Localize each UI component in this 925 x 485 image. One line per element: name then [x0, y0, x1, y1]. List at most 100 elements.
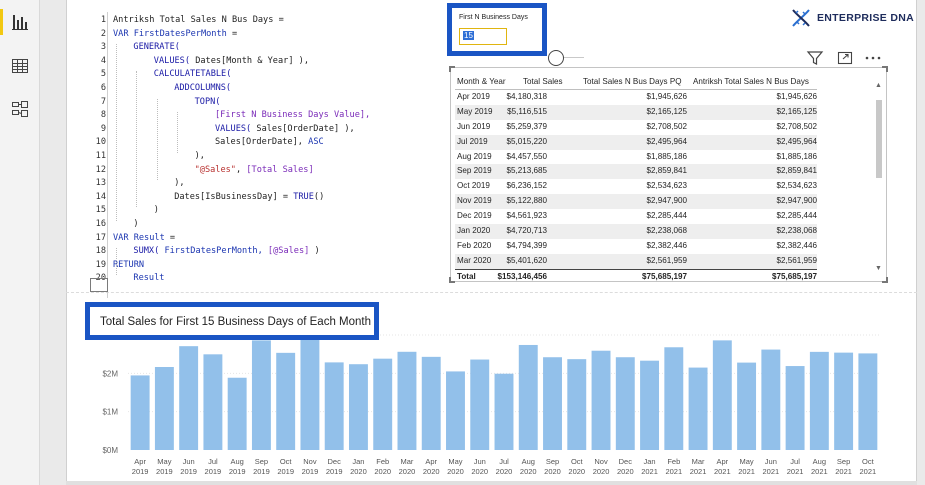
bar[interactable]	[300, 336, 320, 450]
report-view-button[interactable]	[0, 5, 40, 39]
bar[interactable]	[373, 358, 393, 450]
more-options-button[interactable]	[864, 50, 882, 66]
code-line[interactable]: )	[133, 219, 138, 229]
bar[interactable]	[324, 362, 344, 450]
scroll-down-icon[interactable]: ▼	[875, 265, 882, 272]
table-row[interactable]: Jan 2020 $4,720,713 $2,238,068 $2,238,068	[455, 224, 817, 239]
bar[interactable]	[227, 377, 247, 450]
code-token: Antriksh Total Sales N Bus Days =	[113, 15, 284, 25]
code-line[interactable]: RETURN	[113, 260, 144, 270]
slicer-slider-track[interactable]	[548, 57, 584, 58]
focus-mode-button[interactable]	[836, 50, 854, 66]
column-header[interactable]: Month & Year	[457, 77, 506, 86]
code-line[interactable]: Sales[OrderDate], ASC	[215, 137, 324, 147]
code-token: VALUES(	[215, 123, 252, 134]
resize-handle[interactable]	[449, 277, 455, 283]
code-line[interactable]: SUMX( FirstDatesPerMonth, [@Sales] )	[133, 246, 319, 256]
x-tick-month-label: Aug	[813, 457, 826, 466]
filter-button[interactable]	[806, 50, 824, 66]
table-scrollbar[interactable]: ▲ ▼	[875, 82, 883, 272]
bar[interactable]	[615, 357, 635, 450]
value-cell: $4,180,318	[506, 92, 547, 101]
table-row[interactable]: Feb 2020 $4,794,399 $2,382,446 $2,382,446	[455, 239, 817, 254]
bar[interactable]	[276, 352, 296, 450]
code-line[interactable]: GENERATE(	[133, 42, 180, 52]
x-tick-year-label: 2020	[496, 467, 513, 476]
bar[interactable]	[470, 359, 490, 450]
data-view-button[interactable]	[0, 49, 40, 83]
bar[interactable]	[154, 367, 174, 450]
code-line[interactable]: Result	[133, 273, 164, 283]
code-line[interactable]: )	[154, 205, 159, 215]
table-row[interactable]: May 2019 $5,116,515 $2,165,125 $2,165,125	[455, 104, 817, 120]
code-line[interactable]: CALCULATETABLE(	[154, 69, 232, 79]
resize-handle[interactable]	[882, 277, 888, 283]
code-line[interactable]: "@Sales", [Total Sales]	[195, 165, 314, 175]
column-header[interactable]: Total Sales N Bus Days PQ	[583, 77, 682, 86]
value-cell: $2,285,444	[776, 211, 817, 221]
code-line[interactable]: ),	[195, 151, 205, 161]
bar[interactable]	[858, 353, 878, 450]
code-line[interactable]: VAR FirstDatesPerMonth =	[113, 29, 237, 39]
table-row[interactable]: Oct 2019 $6,236,152 $2,534,623 $2,534,623	[455, 179, 817, 194]
bar[interactable]	[518, 344, 538, 450]
sales-table-visual[interactable]: Month & Year Total Sales Total Sales N B…	[449, 66, 888, 283]
x-tick-year-label: 2019	[326, 467, 343, 476]
code-line[interactable]: Dates[IsBusinessDay] = TRUE()	[174, 192, 324, 202]
code-line[interactable]: Antriksh Total Sales N Bus Days =	[113, 15, 284, 25]
bar[interactable]	[567, 359, 587, 450]
code-token: =	[164, 232, 176, 243]
slicer-slider-handle[interactable]	[548, 50, 564, 66]
bar[interactable]	[737, 362, 757, 450]
column-chart[interactable]: $0M$1M$2M$3MApr2019May2019Jun2019Jul2019…	[90, 330, 890, 480]
bar[interactable]	[761, 349, 781, 450]
code-line[interactable]: VALUES( Dates[Month & Year] ),	[154, 56, 309, 66]
code-line[interactable]: [First N Business Days Value],	[215, 110, 370, 120]
bar[interactable]	[834, 352, 854, 450]
model-view-button[interactable]	[0, 92, 40, 126]
table-row[interactable]: Aug 2019 $4,457,550 $1,885,186 $1,885,186	[455, 150, 817, 165]
bar[interactable]	[712, 340, 732, 450]
bar[interactable]	[664, 347, 684, 450]
table-row[interactable]: Nov 2019 $5,122,880 $2,947,900 $2,947,900	[455, 194, 817, 210]
bar[interactable]	[251, 340, 271, 450]
column-header[interactable]: Antriksh Total Sales N Bus Days	[693, 77, 809, 86]
table-row[interactable]: Sep 2019 $5,213,685 $2,859,841 $2,859,841	[455, 164, 817, 180]
code-token: Result	[133, 273, 165, 284]
bar[interactable]	[688, 367, 708, 450]
scrollbar-thumb[interactable]	[876, 100, 882, 178]
bar[interactable]	[446, 371, 465, 450]
code-line[interactable]: VAR Result =	[113, 233, 175, 243]
slicer-value-input[interactable]: 15	[459, 28, 507, 45]
bar[interactable]	[130, 375, 150, 450]
x-tick-month-label: Jun	[474, 457, 486, 466]
table-row[interactable]: Jun 2019 $5,259,379 $2,708,502 $2,708,502	[455, 120, 817, 135]
code-line[interactable]: ),	[174, 178, 184, 188]
x-tick-year-label: 2021	[641, 467, 658, 476]
code-line[interactable]: VALUES( Sales[OrderDate] ),	[215, 124, 355, 134]
x-tick-month-label: Jun	[765, 457, 777, 466]
resize-handle[interactable]	[449, 66, 455, 72]
scroll-up-icon[interactable]: ▲	[875, 82, 882, 89]
bar[interactable]	[785, 366, 805, 450]
first-n-business-days-slicer[interactable]: First N Business Days 15	[447, 3, 547, 56]
table-row[interactable]: Jul 2019 $5,015,220 $2,495,964 $2,495,964	[455, 134, 817, 150]
bar[interactable]	[348, 364, 368, 450]
code-line[interactable]: TOPN(	[195, 97, 221, 107]
x-tick-year-label: 2021	[690, 467, 707, 476]
bar[interactable]	[494, 373, 514, 450]
bar[interactable]	[591, 350, 611, 450]
bar[interactable]	[543, 357, 562, 450]
bar[interactable]	[809, 351, 829, 450]
table-row[interactable]: Apr 2019 $4,180,318 $1,945,626 $1,945,626	[455, 90, 817, 105]
bar[interactable]	[397, 351, 417, 450]
bar[interactable]	[421, 356, 441, 450]
bar[interactable]	[640, 360, 660, 450]
code-line[interactable]: ADDCOLUMNS(	[174, 83, 231, 93]
table-row[interactable]: Mar 2020 $5,401,620 $2,561,959 $2,561,959	[455, 253, 817, 269]
table-row[interactable]: Dec 2019 $4,561,923 $2,285,444 $2,285,444	[455, 209, 817, 224]
column-header[interactable]: Total Sales	[523, 77, 563, 86]
resize-handle[interactable]	[882, 66, 888, 72]
bar[interactable]	[203, 354, 223, 450]
bar[interactable]	[179, 346, 199, 450]
